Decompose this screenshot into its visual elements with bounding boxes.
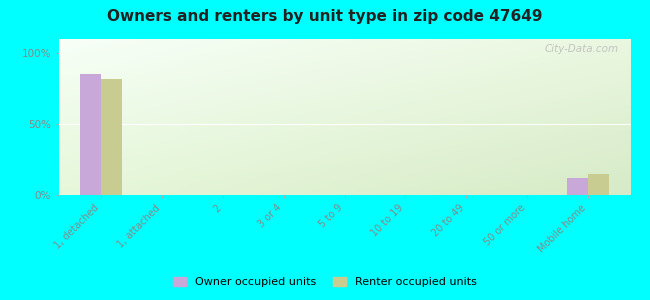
Bar	[567, 178, 588, 195]
Bar	[80, 74, 101, 195]
Text: City-Data.com: City-Data.com	[545, 44, 619, 54]
Legend: Owner occupied units, Renter occupied units: Owner occupied units, Renter occupied un…	[168, 272, 482, 291]
Bar	[101, 79, 122, 195]
Text: Owners and renters by unit type in zip code 47649: Owners and renters by unit type in zip c…	[107, 9, 543, 24]
Bar	[588, 174, 609, 195]
